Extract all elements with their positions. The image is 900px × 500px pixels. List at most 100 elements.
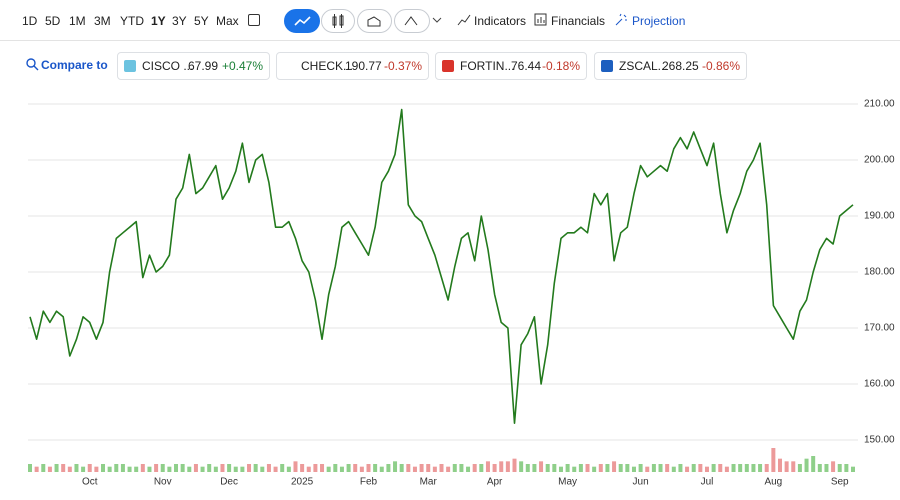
volume-bar	[605, 464, 610, 472]
volume-bar	[505, 461, 510, 472]
chip-price: 67.99	[188, 59, 219, 73]
volume-bar	[532, 464, 537, 472]
volume-bar	[180, 464, 185, 472]
volume-bar	[479, 464, 484, 472]
volume-bar	[406, 464, 411, 472]
volume-bar	[67, 466, 72, 472]
volume-bar	[81, 466, 86, 472]
chart-style-button[interactable]	[394, 9, 430, 33]
chip-name: CISCO ...	[142, 59, 194, 73]
volume-bar	[545, 464, 550, 472]
volume-bar	[54, 464, 59, 472]
volume-bar	[353, 464, 358, 472]
volume-bar	[817, 464, 822, 472]
chip-change: -0.18%	[541, 59, 580, 73]
x-tick-label: Aug	[764, 477, 782, 488]
volume-bar	[366, 464, 371, 472]
search-icon	[26, 58, 39, 71]
volume-bar	[333, 464, 338, 472]
volume-bar	[114, 464, 119, 472]
volume-bar	[127, 466, 132, 472]
volume-bar	[154, 464, 159, 472]
volume-bar	[685, 466, 690, 472]
chip-price: 190.77	[345, 59, 382, 73]
x-tick-label: Dec	[220, 477, 238, 488]
volume-bar	[651, 464, 656, 472]
x-tick-label: Sep	[831, 477, 849, 488]
volume-bar	[260, 466, 265, 472]
projection[interactable]: Projection	[632, 14, 686, 28]
volume-bar	[578, 464, 583, 472]
compare-chip[interactable]: ZSCAL... 268.25 -0.86%	[594, 52, 747, 80]
volume-bar	[326, 466, 331, 472]
volume-bar	[140, 464, 145, 472]
volume-bar	[512, 458, 517, 472]
financials[interactable]: Financials	[551, 14, 606, 28]
volume-bar	[519, 461, 524, 472]
volume-bar	[831, 461, 836, 472]
chip-logo	[124, 60, 136, 72]
range-button[interactable]: 5Y	[194, 14, 209, 28]
calendar-icon[interactable]	[248, 14, 260, 26]
x-tick-label: Feb	[360, 477, 378, 488]
chip-change: +0.47%	[221, 59, 263, 73]
y-tick-label: 210.00	[864, 99, 895, 110]
volume-bar	[645, 466, 650, 472]
compare-to[interactable]: Compare to	[41, 58, 108, 72]
volume-bar	[359, 466, 364, 472]
volume-bar	[74, 464, 79, 472]
chip-name: ZSCAL...	[619, 59, 668, 73]
volume-bar	[439, 464, 444, 472]
range-button[interactable]: 3Y	[172, 14, 187, 28]
compare-chip[interactable]: FORTIN... 76.44 -0.18%	[435, 52, 587, 80]
range-button[interactable]: 1D	[22, 14, 38, 28]
volume-bar	[233, 466, 238, 472]
volume-bar	[41, 464, 46, 472]
volume-bar	[837, 464, 842, 472]
volume-bar	[724, 466, 729, 472]
compare-chip[interactable]: CISCO ... 67.99 +0.47%	[117, 52, 270, 80]
x-tick-label: Oct	[82, 477, 98, 488]
x-tick-label: Nov	[154, 477, 172, 488]
range-button[interactable]: 1M	[69, 14, 86, 28]
volume-bar	[346, 464, 351, 472]
volume-bar	[731, 464, 736, 472]
volume-bar	[134, 466, 139, 472]
range-button[interactable]: 1Y	[151, 14, 166, 28]
chip-change: -0.86%	[701, 59, 740, 73]
volume-bar	[552, 464, 557, 472]
projection-icon	[615, 13, 627, 26]
range-button[interactable]: 3M	[94, 14, 111, 28]
area-chart-button[interactable]	[357, 9, 392, 33]
dropdown-arrow[interactable]	[431, 15, 443, 25]
volume-bar	[844, 464, 849, 472]
line-chart-button[interactable]	[284, 9, 320, 33]
volume-bar	[485, 461, 490, 472]
volume-bar	[558, 466, 563, 472]
x-tick-label: Mar	[420, 477, 438, 488]
volume-bar	[711, 464, 716, 472]
volume-bar	[193, 464, 198, 472]
candle-chart-button[interactable]	[321, 9, 355, 33]
range-button[interactable]: YTD	[120, 14, 144, 28]
x-tick-label: Jul	[701, 477, 714, 488]
chip-price: 76.44	[511, 59, 542, 73]
chip-change: -0.37%	[383, 59, 422, 73]
volume-bar	[419, 464, 424, 472]
chip-logo	[442, 60, 454, 72]
range-button[interactable]: Max	[216, 14, 239, 28]
volume-bar	[771, 448, 776, 472]
volume-bar	[764, 464, 769, 472]
compare-chip[interactable]: CHECK... 190.77 -0.37%	[276, 52, 429, 80]
y-tick-label: 170.00	[864, 323, 895, 334]
volume-bar	[492, 464, 497, 472]
y-tick-label: 190.00	[864, 211, 895, 222]
divider	[0, 40, 900, 41]
volume-bar	[300, 464, 305, 472]
volume-bar	[147, 466, 152, 472]
indicators[interactable]: Indicators	[474, 14, 527, 28]
volume-bar	[240, 466, 245, 472]
volume-bar	[187, 466, 192, 472]
range-button[interactable]: 5D	[45, 14, 61, 28]
